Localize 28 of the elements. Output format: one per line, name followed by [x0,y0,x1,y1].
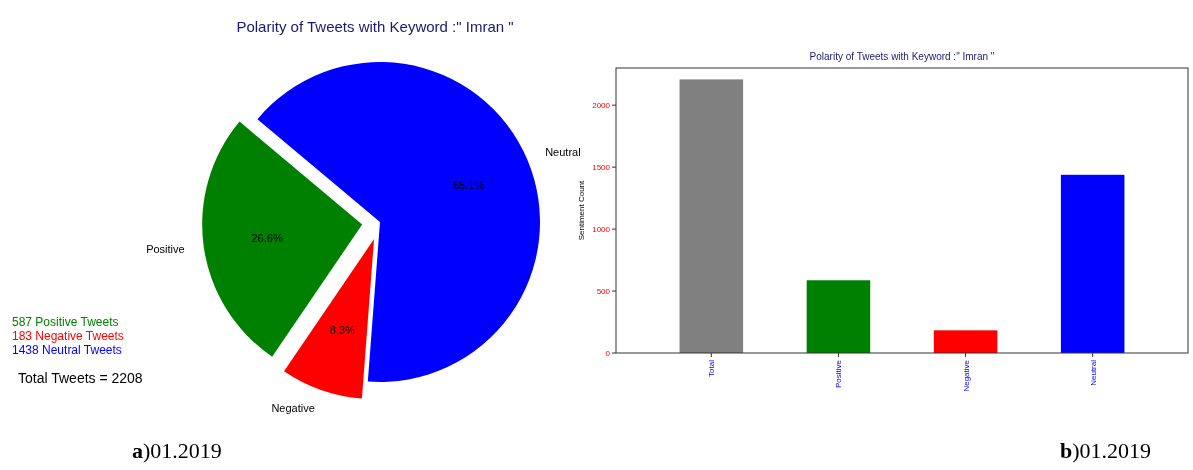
bar [806,280,871,353]
text: 1438 Neutral Tweets [12,343,122,357]
x-tick-label: Negative [961,359,971,392]
x-tick-label: Neutral [1088,359,1098,386]
slice-label: Neutral [545,146,581,159]
y-tick-label: 0 [605,349,611,358]
y-tick-label: 1000 [592,225,611,235]
text: Total Tweets = 2208 [18,370,143,386]
x-tick-label: Total [707,359,717,377]
data-label: 8.3% [329,323,356,336]
y-axis-title: Sentiment Count [577,179,586,241]
slice-label: Negative [271,402,315,415]
data-label: 26.6% [251,231,283,244]
text: a)01.2019 [132,438,222,463]
bar [933,330,998,353]
y-tick-label: 500 [596,287,611,297]
chart-title: Polarity of Tweets with Keyword :" Imran " [809,51,995,62]
data-label: 65.1% [452,178,485,191]
text: 587 Positive Tweets [12,315,119,329]
x-tick-label: Positive [834,359,844,389]
bar [679,79,744,353]
text: 183 Negative Tweets [12,329,124,343]
slice-label: Positive [146,243,185,256]
text: b)01.2019 [1060,438,1152,463]
chart-title: Polarity of Tweets with Keyword :" Imran " [236,18,514,35]
y-tick-label: 1500 [592,163,611,173]
bar [1060,174,1125,353]
y-tick-label: 2000 [592,101,611,111]
